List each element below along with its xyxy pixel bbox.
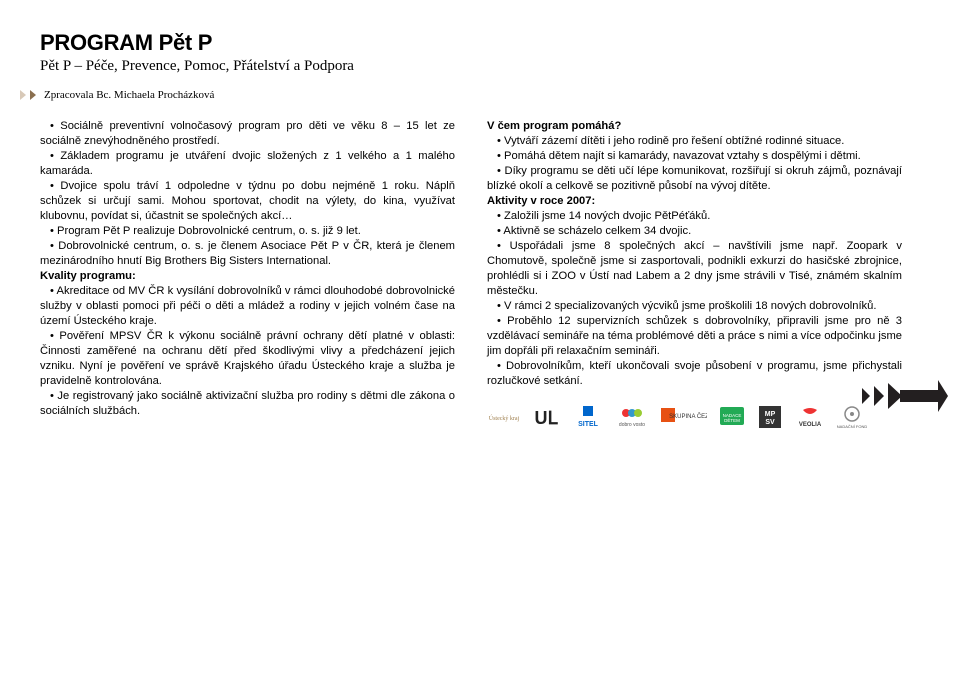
svg-text:VEOLIA: VEOLIA [799, 422, 822, 428]
section-heading: V čem program pomáhá? [487, 119, 902, 134]
sponsor-logo-sitel: SITEL [571, 403, 605, 431]
body-text: • Základem programu je utváření dvojic s… [40, 149, 455, 179]
body-text: • Pomáhá dětem najít si kamarády, navazo… [487, 149, 902, 164]
body-text: • Uspořádali jsme 8 společných akcí – na… [487, 239, 902, 299]
body-text: • Pověření MPSV ČR k výkonu sociálně prá… [40, 329, 455, 389]
sponsor-logo-veolia: VEOLIA [793, 403, 827, 431]
body-text: • Dobrovolníkům, kteří ukončovali svoje … [487, 359, 902, 389]
svg-text:DĚTEM: DĚTEM [724, 416, 740, 423]
svg-text:Uᒪ: Uᒪ [534, 408, 558, 428]
body-text: • Vytváří zázemí dítěti i jeho rodině pr… [487, 134, 902, 149]
body-text: • Sociálně preventivní volnočasový progr… [40, 119, 455, 149]
section-heading: Kvality programu: [40, 269, 455, 284]
body-text: • Proběhlo 12 supervizních schůzek s dob… [487, 314, 902, 359]
svg-text:SV: SV [765, 419, 775, 426]
svg-text:Ústecký kraj: Ústecký kraj [489, 414, 520, 422]
sponsor-logo-mpsv: MPSV [757, 403, 783, 431]
section-heading: Aktivity v roce 2007: [487, 194, 902, 209]
author-name: Zpracovala Bc. Michaela Procházková [44, 89, 214, 101]
body-text: • Je registrovaný jako sociálně aktiviza… [40, 389, 455, 419]
body-text: • Díky programu se děti učí lépe komunik… [487, 164, 902, 194]
body-text: • Dvojice spolu tráví 1 odpoledne v týdn… [40, 179, 455, 224]
body-text: • Aktivně se scházelo celkem 34 dvojic. [487, 224, 902, 239]
body-text: • Dobrovolnické centrum, o. s. je členem… [40, 239, 455, 269]
left-column: • Sociálně preventivní volnočasový progr… [40, 119, 455, 431]
body-text: • Založili jsme 14 nových dvojic PětPéťá… [487, 209, 902, 224]
sponsor-logo-dobro-vosto: dobro vosto [615, 403, 649, 431]
sponsor-logo-ustecky-kraj: Ústecký kraj [487, 403, 521, 431]
right-column: V čem program pomáhá? • Vytváří zázemí d… [487, 119, 902, 431]
page-title: PROGRAM Pět P [40, 30, 902, 56]
body-text: • Program Pět P realizuje Dobrovolnické … [40, 224, 455, 239]
big-arrow-icon [860, 376, 950, 421]
body-text: • V rámci 2 specializovaných výcviků jsm… [487, 299, 902, 314]
svg-text:SKUPINA ČEZ: SKUPINA ČEZ [669, 413, 707, 420]
sponsor-logo-cez: SKUPINA ČEZ [659, 403, 707, 431]
sponsor-logo-row: Ústecký kraj Uᒪ SITEL dobro vosto SKUPINA ČE… [487, 403, 902, 431]
page-subtitle: Pět P – Péče, Prevence, Pomoc, Přátelstv… [40, 58, 902, 75]
sponsor-logo-nadace-detem: NADACEDĚTEM [717, 403, 747, 431]
chevron-icon [30, 90, 36, 100]
author-row: Zpracovala Bc. Michaela Procházková [20, 89, 902, 101]
chevron-icon [20, 90, 26, 100]
sponsor-logo-ul-logo: Uᒪ [531, 403, 561, 431]
svg-text:dobro vosto: dobro vosto [619, 422, 645, 428]
svg-text:NADAČNÍ FOND: NADAČNÍ FOND [837, 424, 867, 429]
svg-text:SITEL: SITEL [578, 421, 599, 428]
svg-text:MP: MP [765, 411, 776, 418]
body-text: • Akreditace od MV ČR k vysílání dobrovo… [40, 284, 455, 329]
